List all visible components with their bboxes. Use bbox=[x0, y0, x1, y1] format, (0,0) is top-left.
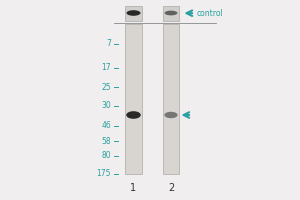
Text: 7: 7 bbox=[106, 40, 111, 48]
Text: 25: 25 bbox=[101, 83, 111, 92]
Ellipse shape bbox=[164, 112, 178, 118]
Text: 80: 80 bbox=[101, 152, 111, 160]
Text: 1: 1 bbox=[130, 183, 136, 193]
Text: 17: 17 bbox=[101, 64, 111, 72]
Ellipse shape bbox=[165, 11, 177, 15]
Bar bbox=[125, 24, 142, 174]
Text: 46: 46 bbox=[101, 121, 111, 130]
Bar bbox=[163, 6, 179, 21]
Text: 175: 175 bbox=[97, 170, 111, 178]
Text: 2: 2 bbox=[168, 183, 174, 193]
Text: 30: 30 bbox=[101, 102, 111, 110]
Ellipse shape bbox=[127, 10, 140, 16]
Bar bbox=[163, 24, 179, 174]
Bar bbox=[125, 6, 142, 21]
Ellipse shape bbox=[126, 111, 141, 119]
Text: control: control bbox=[196, 9, 223, 18]
Text: 58: 58 bbox=[101, 136, 111, 146]
